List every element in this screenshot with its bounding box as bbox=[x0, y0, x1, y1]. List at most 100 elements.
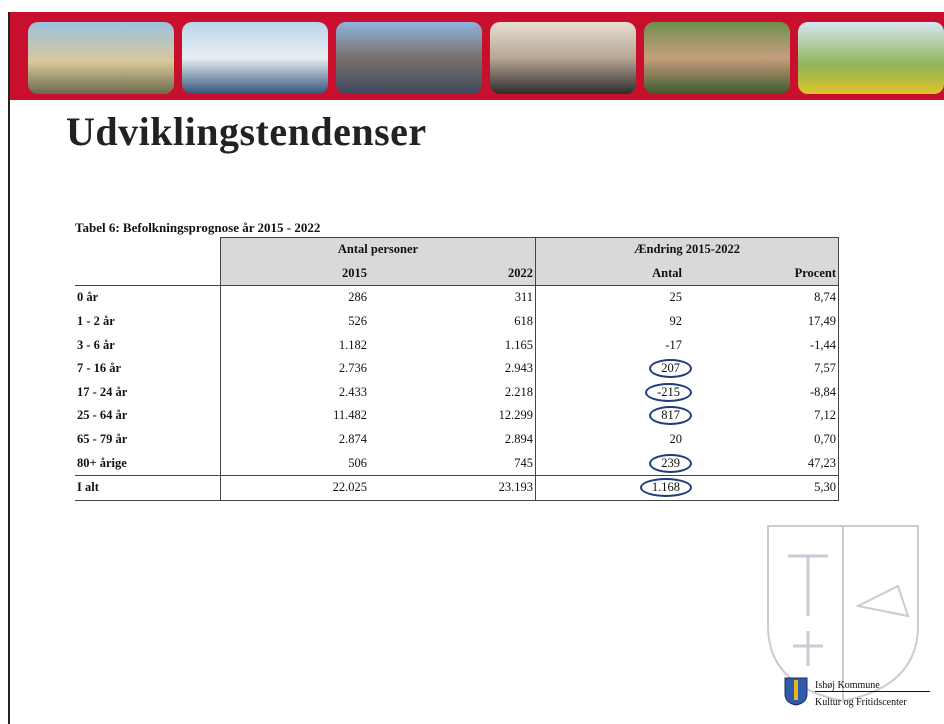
cell: 2.736 bbox=[220, 356, 387, 381]
cell: 817 bbox=[535, 404, 692, 428]
cell-text: 1 - 2 år bbox=[77, 314, 115, 329]
cell-text: 25 bbox=[669, 290, 683, 305]
total-row: I alt 22.025 23.193 1.168 5,30 bbox=[75, 475, 839, 501]
cell: 7,57 bbox=[690, 356, 839, 381]
cell: 92 bbox=[535, 309, 690, 334]
cell: 7,12 bbox=[690, 404, 839, 428]
cell: 1.182 bbox=[220, 333, 387, 357]
cell-text: 745 bbox=[514, 455, 533, 470]
data-row: 3 - 6 år 1.182 1.165 -17 -1,44 bbox=[75, 333, 839, 357]
header-row: Antal personer Ændring 2015-2022 bbox=[75, 236, 839, 262]
cell: 7 - 16 år bbox=[75, 357, 221, 381]
data-row: 1 - 2 år 526 618 92 17,49 bbox=[75, 309, 839, 334]
cell: 2.943 bbox=[387, 357, 536, 381]
cell: 20 bbox=[535, 427, 690, 452]
header-photo bbox=[28, 22, 174, 94]
cell-text: 20 bbox=[669, 432, 683, 447]
cell: 1.168 bbox=[535, 475, 692, 501]
cell-text: -215 bbox=[645, 382, 692, 402]
cell: 65 - 79 år bbox=[75, 428, 221, 452]
cell-text: 65 - 79 år bbox=[77, 432, 128, 447]
header-row: 2015 2022 Antal Procent bbox=[75, 261, 839, 286]
header-photo bbox=[798, 22, 944, 94]
header-photo bbox=[644, 22, 790, 94]
cell-text: 2.894 bbox=[504, 432, 533, 447]
cell-text: 7 - 16 år bbox=[77, 361, 122, 376]
data-row: 7 - 16 år 2.736 2.943 207 7,57 bbox=[75, 356, 839, 381]
cell-text: I alt bbox=[77, 480, 99, 495]
logo-text: Kultur og Fritidscenter bbox=[815, 697, 907, 708]
cell: 311 bbox=[387, 286, 536, 310]
cell-text: 80+ årige bbox=[77, 455, 127, 470]
cell: 5,30 bbox=[690, 475, 839, 501]
column-header: 2022 bbox=[387, 261, 536, 286]
cell: -1,44 bbox=[690, 333, 839, 357]
cell-text: 0 år bbox=[77, 290, 99, 305]
cell-text: 1.168 bbox=[639, 478, 692, 498]
cell-text: 12.299 bbox=[498, 408, 533, 423]
cell-text: 23.193 bbox=[498, 480, 533, 495]
cell: 2.874 bbox=[220, 427, 387, 452]
cell: 526 bbox=[220, 309, 387, 334]
cell-text: 5,30 bbox=[814, 480, 836, 495]
cell: 286 bbox=[220, 285, 387, 310]
cell-text: 2.874 bbox=[338, 432, 367, 447]
column-header: Antal bbox=[535, 261, 690, 286]
cell bbox=[75, 238, 221, 262]
cell-text: 25 - 64 år bbox=[77, 408, 128, 423]
cell: -215 bbox=[535, 380, 692, 405]
cell: 80+ årige bbox=[75, 451, 221, 475]
group-header: Ændring 2015-2022 bbox=[535, 236, 839, 262]
cell-text: 2.218 bbox=[504, 384, 533, 399]
cell-text: 618 bbox=[514, 314, 533, 329]
cell: 8,74 bbox=[690, 285, 839, 310]
cell-text: -17 bbox=[665, 337, 682, 352]
table: Antal personer Ændring 2015-2022 2015 20… bbox=[75, 236, 839, 501]
cell-text: 1.182 bbox=[338, 337, 367, 352]
cell: 0,70 bbox=[690, 427, 839, 452]
cell-text: 286 bbox=[348, 290, 367, 305]
cell: 1.165 bbox=[387, 333, 536, 357]
header-photo bbox=[182, 22, 328, 94]
cell: 12.299 bbox=[387, 404, 536, 428]
header-photo bbox=[336, 22, 482, 94]
cell: 0 år bbox=[75, 286, 221, 310]
logo-text: Ishøj Kommune bbox=[815, 680, 930, 692]
cell: 17,49 bbox=[690, 309, 839, 334]
cell-text: 2.943 bbox=[504, 361, 533, 376]
data-row: 17 - 24 år 2.433 2.218 -215 -8,84 bbox=[75, 380, 839, 405]
cell: 25 bbox=[535, 285, 690, 310]
cell: 2.218 bbox=[387, 381, 536, 405]
data-row: 80+ årige 506 745 239 47,23 bbox=[75, 451, 839, 476]
cell-text: 1.165 bbox=[504, 337, 533, 352]
cell: 11.482 bbox=[220, 404, 387, 428]
cell-text: 7,12 bbox=[814, 408, 836, 423]
cell-text: 2.736 bbox=[338, 361, 367, 376]
cell-text: 47,23 bbox=[807, 455, 836, 470]
cell: 23.193 bbox=[387, 475, 536, 500]
cell: 22.025 bbox=[220, 475, 387, 501]
cell: 506 bbox=[220, 451, 387, 476]
cell-text: 2.433 bbox=[338, 384, 367, 399]
cell: 618 bbox=[387, 310, 536, 334]
group-header: Antal personer bbox=[220, 236, 536, 262]
column-header: Procent bbox=[690, 261, 839, 286]
table-caption: Tabel 6: Befolkningsprognose år 2015 - 2… bbox=[75, 220, 321, 235]
data-row: 0 år 286 311 25 8,74 bbox=[75, 285, 839, 310]
cell: 47,23 bbox=[690, 451, 839, 476]
cell bbox=[75, 262, 221, 286]
cell: 1 - 2 år bbox=[75, 310, 221, 334]
cell-text: 207 bbox=[649, 359, 692, 379]
cell: 745 bbox=[387, 451, 536, 475]
cell-text: 8,74 bbox=[814, 290, 836, 305]
cell-text: 11.482 bbox=[333, 408, 367, 423]
cell-text: 7,57 bbox=[814, 361, 836, 376]
cell-text: -1,44 bbox=[809, 337, 836, 352]
border-line bbox=[8, 12, 10, 724]
cell-text: 239 bbox=[649, 453, 692, 473]
cell: 2.433 bbox=[220, 380, 387, 405]
cell: 239 bbox=[535, 451, 692, 476]
cell: -8,84 bbox=[690, 380, 839, 405]
cell-text: 92 bbox=[669, 314, 683, 329]
